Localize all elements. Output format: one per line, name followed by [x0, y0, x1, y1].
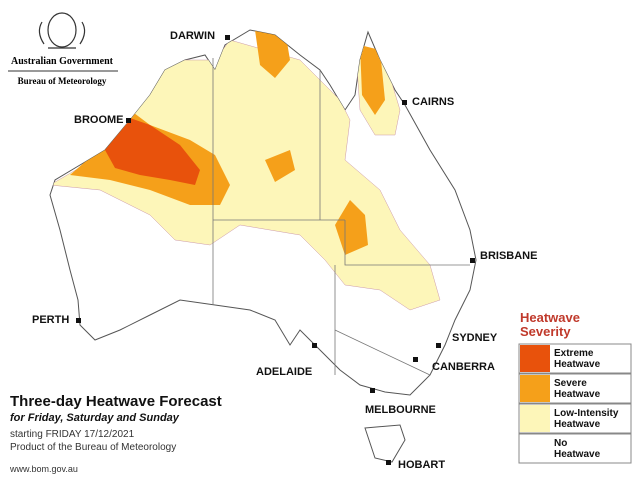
legend-label: Low-Intensity Heatwave: [554, 408, 619, 430]
agency-name: Bureau of Meteorology: [18, 76, 107, 86]
subtitle: for Friday, Saturday and Sunday: [10, 412, 180, 424]
url: www.bom.gov.au: [9, 464, 78, 474]
legend: Extreme Heatwave Severe Heatwave Low-Intensi…: [518, 343, 632, 464]
city-label: SYDNEY: [452, 332, 498, 344]
starting-date: starting FRIDAY 17/12/2021: [10, 429, 135, 440]
city-label: HOBART: [398, 459, 445, 471]
legend-color: [520, 345, 550, 372]
city-label: PERTH: [32, 314, 69, 326]
tasmania: [364, 424, 406, 463]
city-label: MELBOURNE: [365, 404, 436, 416]
state-borders: [212, 58, 470, 376]
legend-label: No Heatwave: [554, 438, 601, 460]
city-label: CANBERRA: [432, 361, 495, 373]
legend-color: [520, 375, 550, 402]
gov-name: Australian Government: [11, 56, 114, 67]
city-label: ADELAIDE: [256, 366, 312, 378]
city-label: BRISBANE: [480, 250, 537, 262]
legend-label: Extreme Heatwave: [554, 348, 601, 370]
crest: [38, 12, 86, 49]
city-label: CAIRNS: [412, 96, 454, 108]
legend-color: [520, 405, 550, 432]
legend-title: Heatwave Severity: [520, 310, 580, 339]
legend-label: Severe Heatwave: [554, 378, 601, 400]
city-label: BROOME: [74, 114, 124, 126]
extreme-region: [105, 118, 200, 185]
legend-color: [520, 435, 550, 462]
title: Three-day Heatwave Forecast: [10, 393, 222, 410]
city-markers: [76, 35, 475, 465]
product-note: Product of the Bureau of Meteorology: [10, 442, 176, 453]
city-label: DARWIN: [170, 30, 215, 42]
